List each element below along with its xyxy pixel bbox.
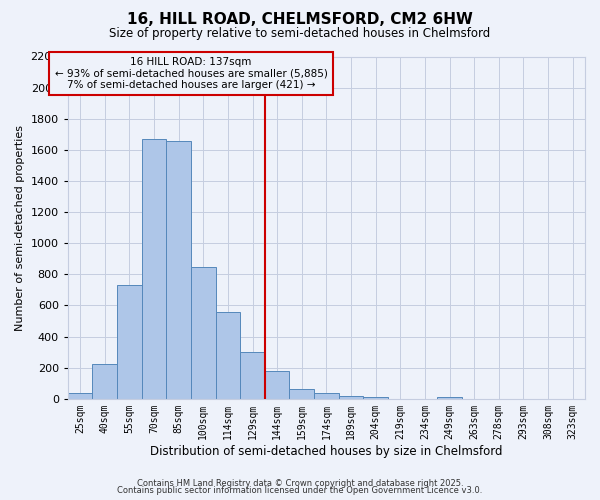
Y-axis label: Number of semi-detached properties: Number of semi-detached properties <box>15 124 25 330</box>
Bar <box>117 285 142 399</box>
Bar <box>191 268 215 399</box>
Text: Contains HM Land Registry data © Crown copyright and database right 2025.: Contains HM Land Registry data © Crown c… <box>137 478 463 488</box>
Bar <box>142 139 166 399</box>
Bar <box>289 388 314 399</box>
Bar <box>339 396 364 399</box>
Text: Size of property relative to semi-detached houses in Chelmsford: Size of property relative to semi-detach… <box>109 28 491 40</box>
Bar <box>364 398 388 399</box>
Bar <box>92 364 117 399</box>
Bar <box>68 392 92 399</box>
Text: 16 HILL ROAD: 137sqm
← 93% of semi-detached houses are smaller (5,885)
7% of sem: 16 HILL ROAD: 137sqm ← 93% of semi-detac… <box>55 57 328 90</box>
Bar <box>166 142 191 399</box>
Bar <box>437 398 462 399</box>
Bar <box>240 352 265 399</box>
Text: 16, HILL ROAD, CHELMSFORD, CM2 6HW: 16, HILL ROAD, CHELMSFORD, CM2 6HW <box>127 12 473 28</box>
Text: Contains public sector information licensed under the Open Government Licence v3: Contains public sector information licen… <box>118 486 482 495</box>
X-axis label: Distribution of semi-detached houses by size in Chelmsford: Distribution of semi-detached houses by … <box>150 444 503 458</box>
Bar <box>265 371 289 399</box>
Bar <box>215 312 240 399</box>
Bar <box>314 394 339 399</box>
